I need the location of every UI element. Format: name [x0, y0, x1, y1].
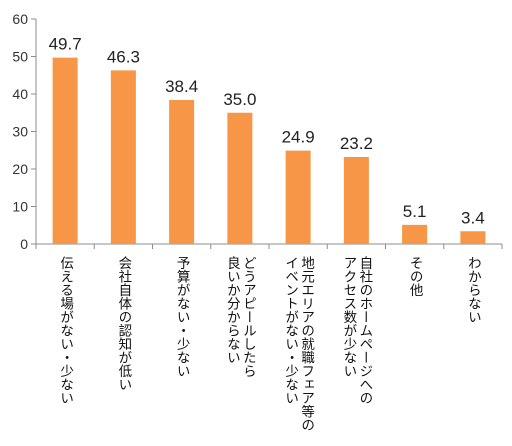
bar: [52, 57, 78, 244]
x-category-label: 予算がない・少ない: [174, 256, 191, 378]
y-tick-label: 20: [12, 161, 28, 177]
x-category-label: 地元エリアの就職フェア等の: [298, 256, 315, 432]
data-label: 35.0: [223, 90, 256, 109]
x-category-label: 伝える場がない・少ない: [57, 256, 74, 405]
bar: [227, 112, 253, 244]
bar: [460, 231, 486, 244]
data-label: 3.4: [461, 208, 485, 227]
bar: [110, 70, 136, 244]
bar: [169, 100, 195, 244]
x-category-label: その他: [407, 256, 424, 298]
x-category-label: わからない: [465, 256, 482, 324]
x-category-label: 自社のホームページへの: [356, 256, 373, 405]
x-category-label: どうアピールしたら: [240, 256, 256, 378]
bar: [402, 224, 428, 244]
x-category-label: 会社自体の認知が低い: [115, 256, 132, 391]
bar: [343, 157, 369, 244]
y-tick-label: 60: [12, 11, 28, 27]
chart-labels: 49.7 伝える場がない・少ない 46.3 会社自体の認知が低い 38.4 予算がない・少…: [49, 35, 485, 432]
data-label: 46.3: [107, 47, 140, 66]
data-label: 49.7: [49, 35, 82, 54]
x-category-label: アクセス数が少ない: [340, 256, 357, 378]
data-label: 23.2: [340, 134, 373, 153]
data-label: 24.9: [282, 128, 315, 147]
data-label: 5.1: [403, 202, 427, 221]
y-tick-label: 30: [12, 124, 28, 140]
bar: [285, 150, 311, 244]
y-tick-label: 40: [12, 86, 28, 102]
y-tick-label: 10: [12, 199, 28, 215]
x-category-label: イベントがない・少ない: [282, 256, 299, 405]
chart-bars: [52, 57, 486, 244]
y-tick-label: 0: [20, 236, 28, 252]
y-tick-label: 50: [12, 49, 28, 65]
data-label: 38.4: [165, 77, 198, 96]
x-category-label: 良いか分からない: [224, 256, 241, 364]
chart-axes: 0 10 20 30 40 50 60: [12, 11, 503, 252]
